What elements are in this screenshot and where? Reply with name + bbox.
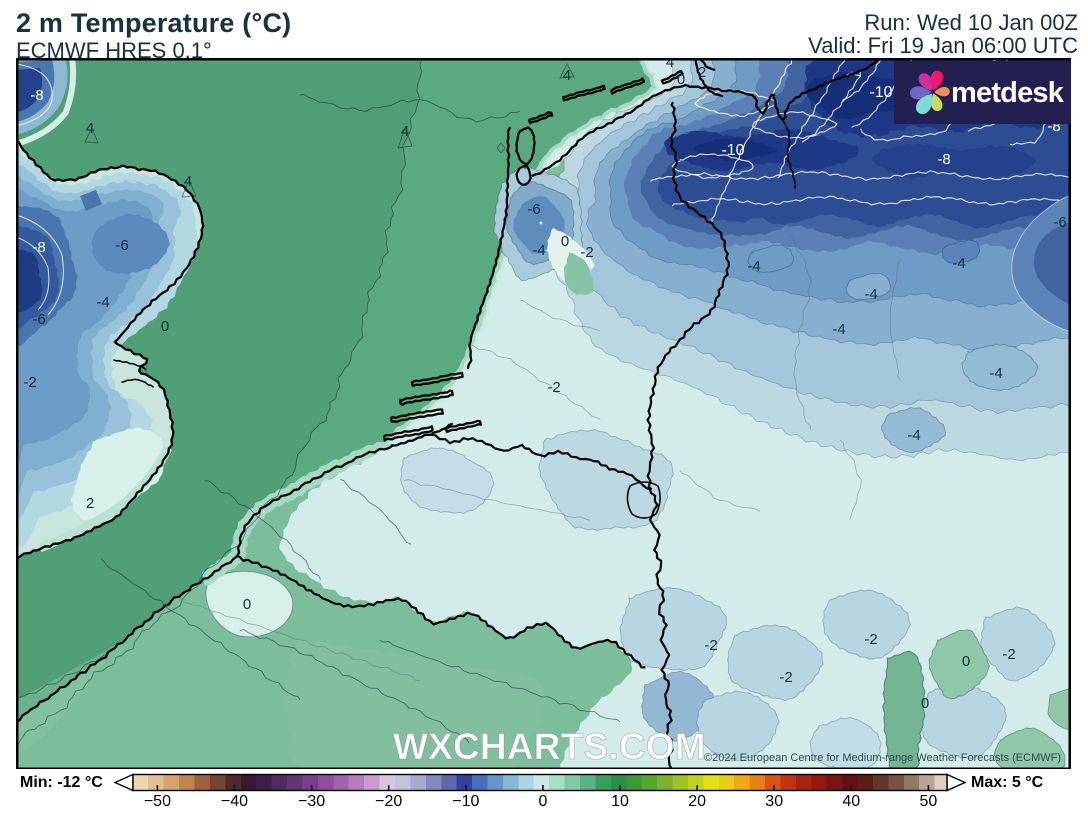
svg-text:0: 0 [243, 596, 251, 613]
svg-text:-10: -10 [869, 84, 892, 101]
svg-text:4: 4 [86, 120, 94, 137]
svg-text:-10: -10 [721, 142, 744, 159]
svg-text:0: 0 [677, 71, 685, 88]
svg-text:-2: -2 [864, 631, 877, 648]
svg-text:-6: -6 [32, 311, 45, 328]
svg-text:50: 50 [920, 793, 938, 810]
svg-text:4: 4 [401, 123, 409, 140]
svg-text:-8: -8 [32, 239, 45, 256]
svg-text:−40: −40 [221, 793, 248, 810]
svg-text:-4: -4 [989, 365, 1002, 382]
svg-text:-8: -8 [30, 87, 43, 104]
svg-text:4: 4 [666, 58, 674, 71]
svg-text:0: 0 [161, 318, 169, 335]
svg-text:-6: -6 [527, 201, 540, 218]
svg-text:0: 0 [962, 653, 970, 670]
svg-text:4: 4 [184, 173, 192, 190]
svg-text:-2: -2 [23, 374, 36, 391]
svg-text:-2: -2 [779, 669, 792, 686]
svg-text:-6: -6 [115, 237, 128, 254]
svg-text:-4: -4 [952, 255, 965, 272]
svg-text:2: 2 [698, 64, 706, 81]
svg-text:4: 4 [563, 67, 571, 84]
svg-text:-4: -4 [907, 427, 920, 444]
svg-text:2: 2 [86, 495, 94, 512]
svg-text:40: 40 [842, 793, 860, 810]
svg-text:-2: -2 [547, 379, 560, 396]
svg-text:-4: -4 [832, 321, 845, 338]
svg-text:-2: -2 [1002, 646, 1015, 663]
svg-text:-2: -2 [704, 637, 717, 654]
svg-text:-2: -2 [580, 244, 593, 261]
svg-text:0: 0 [921, 695, 929, 712]
svg-text:-4: -4 [747, 258, 760, 275]
svg-text:0: 0 [538, 793, 547, 810]
svg-text:-6: -6 [1053, 214, 1066, 231]
svg-text:−50: −50 [144, 793, 171, 810]
svg-text:-4: -4 [532, 242, 545, 259]
svg-text:-8: -8 [937, 151, 950, 168]
svg-text:−30: −30 [298, 793, 325, 810]
svg-text:−20: −20 [375, 793, 402, 810]
svg-text:−10: −10 [452, 793, 479, 810]
svg-text:-4: -4 [864, 286, 877, 303]
svg-text:0: 0 [561, 233, 569, 250]
svg-text:-4: -4 [96, 294, 109, 311]
svg-text:10: 10 [611, 793, 629, 810]
svg-text:20: 20 [688, 793, 706, 810]
svg-text:metdesk: metdesk [951, 77, 1065, 109]
svg-text:30: 30 [765, 793, 783, 810]
